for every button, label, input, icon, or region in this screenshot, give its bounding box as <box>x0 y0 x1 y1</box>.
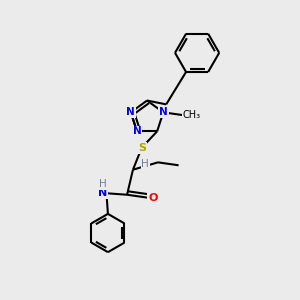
Text: H: H <box>99 179 107 189</box>
Text: N: N <box>98 188 107 198</box>
Text: O: O <box>148 193 158 203</box>
Text: N: N <box>159 107 168 117</box>
Text: H: H <box>141 159 149 170</box>
Text: S: S <box>138 142 146 153</box>
Text: N: N <box>126 107 135 117</box>
Text: CH₃: CH₃ <box>183 110 201 120</box>
Text: N: N <box>133 126 141 136</box>
